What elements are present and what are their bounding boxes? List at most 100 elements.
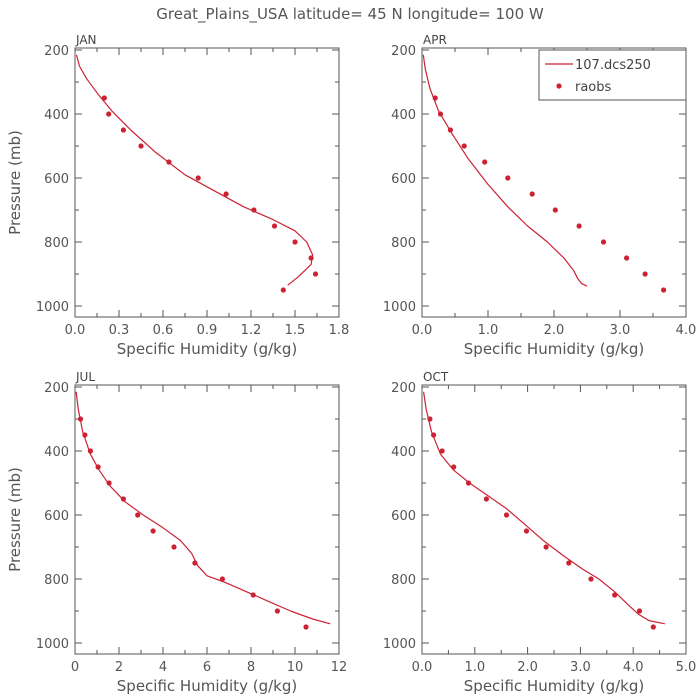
y-tick-label-apr: 400 (391, 108, 416, 123)
x-axis-label-jan: Specific Humidity (g/kg) (117, 340, 297, 358)
model-line-jan (75, 54, 314, 286)
raobs-point-jan (292, 239, 298, 245)
raobs-point-jan (106, 111, 112, 117)
raobs-point-oct (427, 416, 433, 422)
x-tick-label-oct: 0.0 (412, 660, 433, 675)
y-tick-label-jan: 600 (44, 172, 69, 187)
legend-point-marker (556, 83, 562, 89)
y-tick-label-jan: 400 (44, 108, 69, 123)
raobs-point-jul (95, 464, 101, 470)
raobs-point-jul (82, 432, 88, 438)
raobs-point-oct (439, 448, 445, 454)
legend-obs-label: raobs (575, 80, 612, 95)
raobs-point-oct (523, 528, 530, 534)
raobs-point-jan (251, 207, 257, 213)
raobs-point-jul (171, 544, 177, 550)
x-tick-label-jan: 1.5 (285, 323, 306, 338)
raobs-point-apr (642, 271, 648, 277)
legend-box (538, 49, 687, 101)
raobs-point-apr (529, 191, 535, 197)
raobs-point-apr (576, 223, 582, 229)
y-tick-label-jan: 800 (44, 236, 69, 251)
y-tick-label-oct: 200 (391, 381, 416, 396)
y-tick-label-jul: 1000 (36, 637, 69, 652)
panel-label-oct: OCT (423, 370, 449, 384)
raobs-point-jul (192, 560, 198, 566)
raobs-point-jan (223, 191, 229, 197)
raobs-point-oct (503, 512, 510, 518)
raobs-point-jan (195, 175, 201, 181)
x-tick-label-oct: 5.0 (676, 660, 697, 675)
raobs-point-oct (483, 496, 489, 502)
raobs-point-jul (135, 512, 141, 518)
raobs-point-jan (271, 223, 278, 229)
raobs-point-oct (612, 592, 618, 598)
raobs-point-apr (600, 239, 607, 245)
raobs-point-jan (280, 287, 286, 293)
x-tick-label-jul: 6 (203, 660, 211, 675)
panel-label-jul: JUL (75, 370, 95, 384)
raobs-point-apr (661, 287, 667, 293)
model-line-apr (422, 54, 588, 287)
x-tick-label-oct: 2.0 (517, 660, 538, 675)
y-tick-label-apr: 600 (391, 172, 416, 187)
y-tick-label-jan: 200 (44, 44, 69, 59)
model-line-oct (423, 391, 666, 625)
x-tick-label-apr: 2.0 (544, 323, 565, 338)
raobs-point-jan (308, 255, 314, 261)
x-tick-label-apr: 4.0 (676, 323, 697, 338)
raobs-point-oct (650, 624, 656, 630)
x-axis-label-apr: Specific Humidity (g/kg) (464, 340, 644, 358)
y-tick-label-oct: 1000 (383, 637, 416, 652)
x-tick-label-oct: 4.0 (623, 660, 644, 675)
raobs-point-jul (303, 624, 309, 630)
raobs-point-jul (219, 576, 225, 582)
raobs-point-apr (482, 159, 488, 165)
x-tick-label-jul: 4 (159, 660, 167, 675)
x-axis-label-jul: Specific Humidity (g/kg) (117, 677, 297, 695)
x-tick-label-jan: 1.2 (241, 323, 262, 338)
x-tick-label-apr: 3.0 (610, 323, 631, 338)
x-tick-label-jul: 12 (331, 660, 348, 675)
y-tick-label-jul: 800 (44, 573, 69, 588)
y-tick-label-oct: 400 (391, 445, 416, 460)
raobs-point-jul (87, 448, 93, 454)
x-tick-label-jan: 0.6 (153, 323, 174, 338)
raobs-point-oct (451, 464, 457, 470)
raobs-point-jan (101, 95, 107, 101)
y-tick-label-apr: 1000 (383, 300, 416, 315)
panel-label-jan: JAN (75, 33, 97, 47)
raobs-point-oct (431, 432, 437, 438)
x-tick-label-jul: 8 (247, 660, 255, 675)
raobs-point-apr (461, 143, 467, 149)
raobs-point-jul (77, 416, 84, 422)
raobs-point-jan (120, 127, 126, 133)
y-tick-label-jul: 200 (44, 381, 69, 396)
raobs-point-apr (437, 111, 444, 117)
x-tick-label-oct: 1.0 (464, 660, 485, 675)
raobs-point-apr (432, 95, 438, 101)
y-tick-label-apr: 800 (391, 236, 416, 251)
x-tick-label-jan: 0.9 (197, 323, 218, 338)
raobs-point-jan (166, 159, 172, 165)
raobs-point-apr (447, 127, 453, 133)
raobs-point-oct (636, 608, 643, 614)
panel-frame-oct (421, 384, 687, 655)
y-axis-label-jan: Pressure (mb) (6, 130, 24, 235)
x-tick-label-apr: 1.0 (478, 323, 499, 338)
figure-title: Great_Plains_USA latitude= 45 N longitud… (156, 5, 544, 24)
raobs-point-oct (543, 544, 549, 550)
raobs-point-apr (505, 175, 511, 181)
panel-frame-jan (74, 47, 340, 318)
x-tick-label-jan: 0.0 (65, 323, 86, 338)
x-tick-label-jul: 10 (287, 660, 304, 675)
x-tick-label-jan: 0.3 (109, 323, 130, 338)
x-tick-label-jul: 2 (115, 660, 123, 675)
y-tick-label-apr: 200 (391, 44, 416, 59)
legend-model-label: 107.dcs250 (575, 58, 651, 73)
y-axis-label-jul: Pressure (mb) (6, 467, 24, 572)
y-tick-label-oct: 600 (391, 509, 416, 524)
raobs-point-jul (250, 592, 256, 598)
raobs-point-oct (566, 560, 572, 566)
